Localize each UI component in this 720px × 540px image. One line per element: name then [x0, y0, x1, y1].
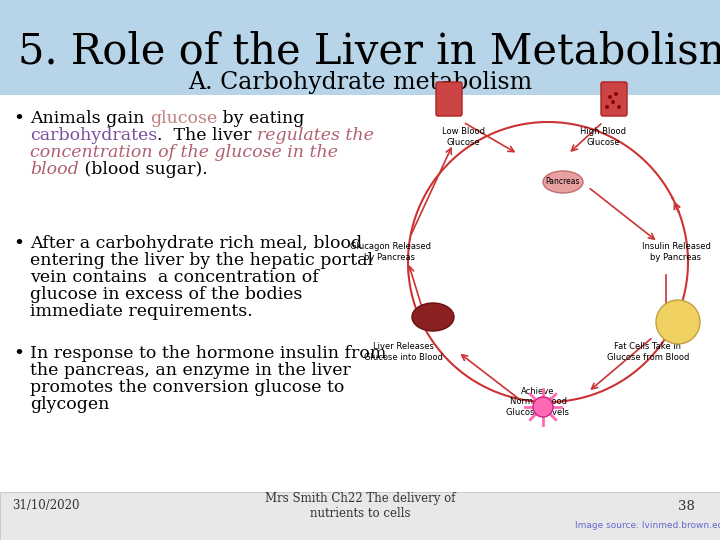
Text: glycogen: glycogen: [30, 396, 109, 413]
Text: Fat Cells Take in
Glucose from Blood: Fat Cells Take in Glucose from Blood: [607, 342, 689, 362]
Text: •: •: [13, 110, 24, 128]
Text: Image source: lvinmed.brown.edu: Image source: lvinmed.brown.edu: [575, 522, 720, 530]
Circle shape: [611, 100, 615, 104]
Bar: [0, 492, 720, 540]
Text: blood: blood: [30, 161, 78, 178]
Text: Glucagon Released
by Pancreas: Glucagon Released by Pancreas: [349, 242, 431, 262]
Text: 38: 38: [678, 500, 695, 512]
Circle shape: [656, 300, 700, 344]
Text: 31/10/2020: 31/10/2020: [12, 500, 79, 512]
Text: A. Carbohydrate metabolism: A. Carbohydrate metabolism: [188, 71, 532, 93]
Text: .  The liver: . The liver: [157, 127, 257, 144]
Text: concentration of the glucose in the: concentration of the glucose in the: [30, 144, 338, 161]
Text: vein contains  a concentration of: vein contains a concentration of: [30, 269, 319, 286]
Text: promotes the conversion glucose to: promotes the conversion glucose to: [30, 379, 344, 396]
Text: Insulin Released
by Pancreas: Insulin Released by Pancreas: [642, 242, 711, 262]
Text: Achieve
Normal Blood
Glucose Levels: Achieve Normal Blood Glucose Levels: [506, 387, 570, 417]
Text: After a carbohydrate rich meal, blood: After a carbohydrate rich meal, blood: [30, 235, 362, 252]
Ellipse shape: [543, 171, 583, 193]
Text: glucose: glucose: [150, 110, 217, 127]
Circle shape: [608, 95, 612, 99]
Text: entering the liver by the hepatic portal: entering the liver by the hepatic portal: [30, 252, 373, 269]
Text: carbohydrates: carbohydrates: [30, 127, 157, 144]
FancyBboxPatch shape: [601, 82, 627, 116]
Ellipse shape: [412, 303, 454, 331]
Text: 5. Role of the Liver in Metabolism: 5. Role of the Liver in Metabolism: [18, 31, 720, 73]
Bar: [0, 95, 720, 492]
Text: High Blood
Glucose: High Blood Glucose: [580, 127, 626, 147]
Circle shape: [614, 92, 618, 96]
Circle shape: [605, 105, 609, 109]
Text: In response to the hormone insulin from: In response to the hormone insulin from: [30, 345, 387, 362]
FancyBboxPatch shape: [436, 82, 462, 116]
Text: Animals gain: Animals gain: [30, 110, 150, 127]
Text: by eating: by eating: [217, 110, 305, 127]
Text: regulates the: regulates the: [257, 127, 374, 144]
Text: Pancreas: Pancreas: [546, 178, 580, 186]
Text: (blood sugar).: (blood sugar).: [78, 161, 207, 178]
Text: •: •: [13, 345, 24, 363]
Bar: [0, 0, 720, 95]
Text: Mrs Smith Ch22 The delivery of
nutrients to cells: Mrs Smith Ch22 The delivery of nutrients…: [265, 492, 455, 520]
Text: •: •: [13, 235, 24, 253]
Text: immediate requirements.: immediate requirements.: [30, 303, 253, 320]
Circle shape: [617, 105, 621, 109]
Text: the pancreas, an enzyme in the liver: the pancreas, an enzyme in the liver: [30, 362, 351, 379]
Circle shape: [533, 397, 553, 417]
Text: Liver Releases
Glucose into Blood: Liver Releases Glucose into Blood: [364, 342, 442, 362]
Text: glucose in excess of the bodies: glucose in excess of the bodies: [30, 286, 302, 303]
Text: Low Blood
Glucose: Low Blood Glucose: [441, 127, 485, 147]
